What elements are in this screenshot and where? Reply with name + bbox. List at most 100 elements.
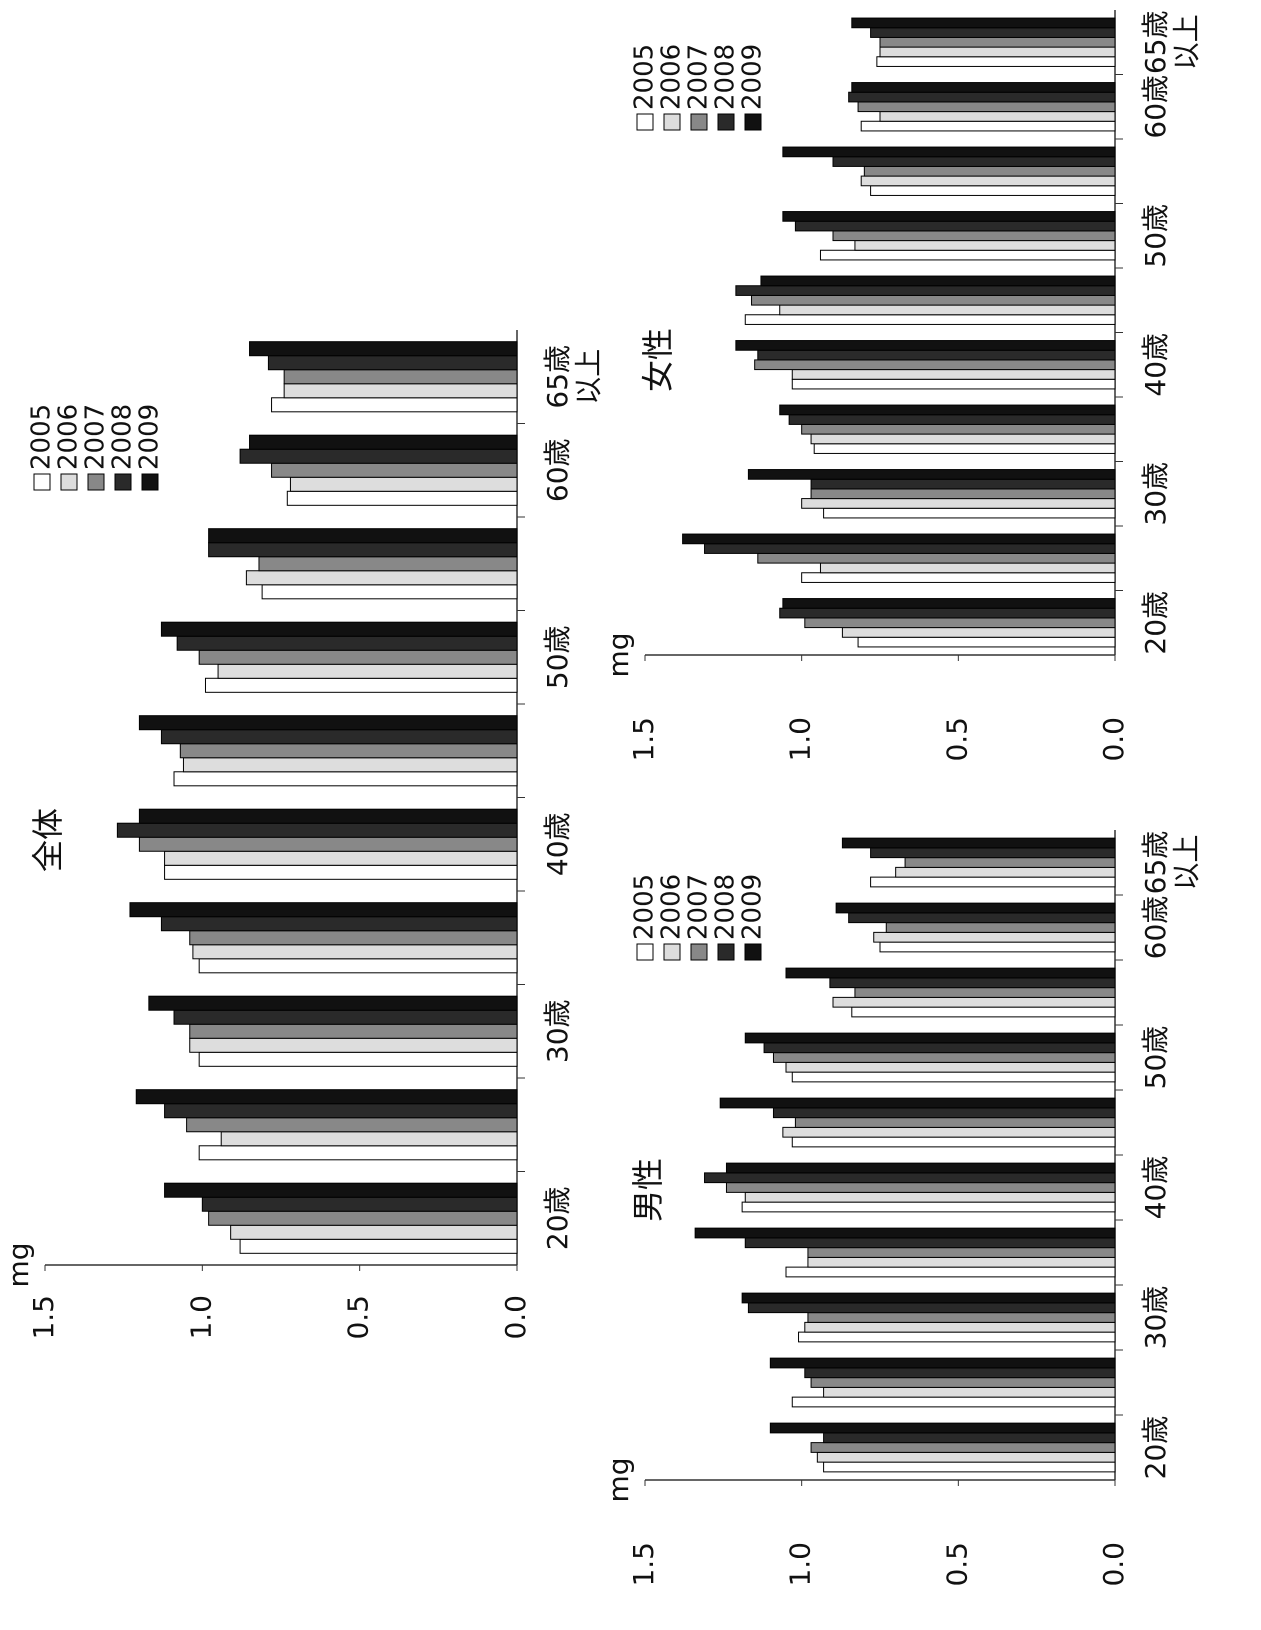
chart-title: 男性 (629, 1158, 667, 1222)
legend-label: 2008 (108, 404, 138, 470)
bar (258, 556, 518, 572)
bar (851, 17, 1116, 29)
bar (160, 916, 518, 932)
bar (757, 349, 1116, 361)
bar (782, 211, 1116, 222)
bar (810, 478, 1116, 490)
bar (741, 1292, 1116, 1304)
legend-label: 2005 (630, 874, 660, 940)
bar (835, 902, 1116, 914)
bar (189, 930, 518, 946)
bar (204, 677, 518, 693)
bar (164, 1103, 518, 1119)
bar (201, 1196, 518, 1212)
bar (208, 528, 518, 544)
bar (823, 507, 1116, 519)
bar (841, 627, 1116, 638)
legend-swatch (636, 113, 654, 131)
bar (779, 404, 1116, 416)
bar (885, 922, 1116, 933)
legend-swatch (33, 473, 51, 491)
bar (217, 663, 518, 679)
bar (857, 101, 1116, 113)
bar (283, 383, 518, 399)
bar (854, 987, 1116, 998)
bar (249, 434, 518, 450)
legend-label: 2009 (738, 44, 768, 110)
x-tick-label: 50歳 (1139, 1026, 1172, 1090)
legend-label: 2005 (630, 44, 660, 110)
bar (813, 443, 1116, 454)
bar (182, 757, 518, 773)
bar (769, 1422, 1116, 1434)
y-tick-label: 0.0 (1097, 717, 1130, 762)
bar (801, 423, 1116, 435)
bar (208, 1210, 518, 1226)
y-tick-label: 1.0 (184, 1295, 217, 1340)
bar (785, 1266, 1116, 1278)
bar (794, 1117, 1116, 1128)
bar (854, 240, 1116, 251)
y-tick-label: 0.5 (940, 717, 973, 762)
legend-swatch (663, 113, 681, 131)
bar (735, 340, 1116, 351)
x-tick-label: 65歳以上 (541, 345, 605, 409)
y-tick-label: 1.0 (784, 1542, 817, 1587)
bar (804, 1321, 1116, 1333)
legend-swatch (663, 943, 681, 961)
bar (261, 584, 518, 600)
bar (176, 635, 518, 651)
x-tick-label: 30歳 (1139, 462, 1172, 526)
legend-swatch (60, 473, 78, 491)
legend-label: 2007 (684, 874, 714, 940)
bar (138, 715, 518, 731)
bar (744, 1032, 1116, 1044)
bar (286, 490, 518, 506)
y-tick-label: 0.5 (940, 1542, 973, 1587)
legend-swatch (114, 473, 132, 491)
bar (772, 1107, 1116, 1119)
bar (810, 488, 1116, 500)
bar (819, 249, 1116, 261)
y-tick-label: 0.0 (499, 1295, 532, 1340)
bar (870, 847, 1116, 859)
bar (164, 850, 518, 866)
x-tick-label: 60歳 (1139, 75, 1172, 139)
legend-label: 2009 (135, 404, 165, 470)
x-tick-label: 30歳 (541, 999, 574, 1063)
y-axis-unit: mg (602, 1457, 635, 1502)
bar (879, 941, 1116, 953)
x-tick-label: 40歳 (541, 812, 574, 876)
chart-title: 全体 (29, 808, 67, 872)
bar (173, 1009, 518, 1025)
legend-swatch (717, 113, 735, 131)
bar (694, 1227, 1116, 1239)
bar (873, 931, 1116, 943)
bar (807, 1256, 1116, 1268)
bar (719, 1097, 1116, 1109)
bar (116, 822, 518, 838)
bar (289, 476, 518, 492)
legend-swatch (690, 943, 708, 961)
bar (785, 967, 1116, 979)
bar (245, 570, 518, 586)
bar (870, 27, 1116, 38)
bar (138, 808, 518, 824)
bar (807, 1247, 1116, 1258)
chart-title: 女性 (639, 328, 677, 392)
x-tick-label: 20歳 (541, 1186, 574, 1250)
legend-label: 2008 (711, 44, 741, 110)
legend-swatch (744, 113, 762, 131)
x-tick-label: 65歳以上 (1139, 831, 1203, 895)
bar (769, 1357, 1116, 1369)
bar (189, 1023, 518, 1039)
bar (810, 1442, 1116, 1453)
legend-swatch (87, 473, 105, 491)
bar (198, 1051, 518, 1067)
bar (198, 1145, 518, 1161)
bar (747, 1302, 1116, 1314)
bar (160, 729, 518, 745)
bar (148, 995, 518, 1011)
y-tick-label: 0.5 (342, 1295, 375, 1340)
bar (249, 341, 518, 357)
